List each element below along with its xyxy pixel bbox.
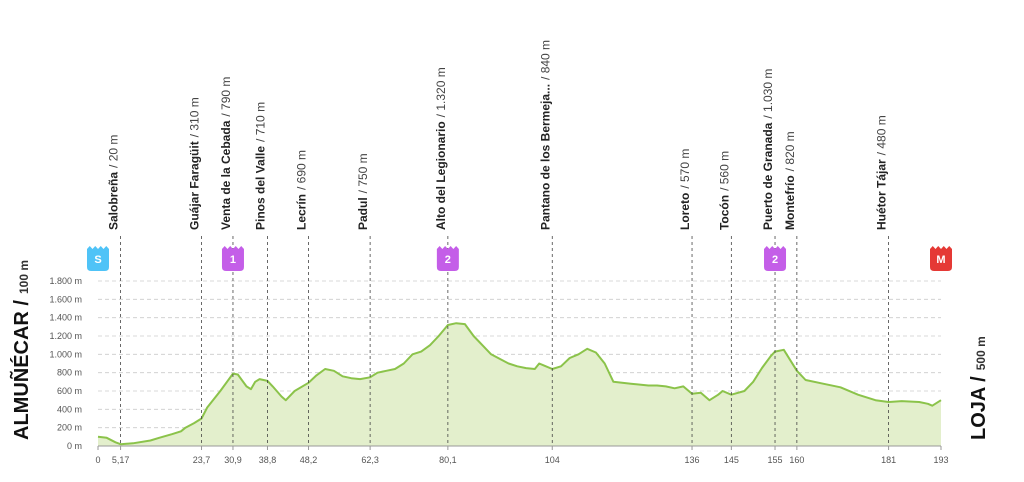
x-tick-label: 62,3	[361, 455, 379, 465]
x-tick-label: 5,17	[112, 455, 130, 465]
profile-area	[98, 323, 941, 446]
x-tick-label: 23,7	[193, 455, 211, 465]
y-tick-label: 1.000 m	[49, 349, 82, 359]
y-tick-label: 800 m	[57, 368, 82, 378]
finish-elevation: 500 m	[974, 336, 988, 370]
waypoint-label: Padul / 750 m	[356, 153, 370, 230]
waypoint-label: Alto del Legionario / 1.320 m	[434, 67, 448, 230]
stage-marker	[930, 246, 952, 271]
waypoint-label: Loreto / 570 m	[678, 149, 692, 230]
waypoint-name: Alto del Legionario	[434, 121, 448, 230]
finish-label: LOJA / 500 m	[968, 336, 990, 440]
waypoint-label: Huétor Tájar / 480 m	[875, 115, 889, 230]
x-tick-label: 30,9	[224, 455, 242, 465]
waypoint-elevation: / 840 m	[538, 40, 552, 80]
waypoint-name: Salobreña	[107, 172, 121, 230]
y-tick-label: 600 m	[57, 386, 82, 396]
x-tick-label: 155	[768, 455, 783, 465]
x-tick-label: 145	[724, 455, 739, 465]
waypoint-label: Montefrío / 820 m	[783, 131, 797, 230]
x-tick-label: 160	[789, 455, 804, 465]
waypoint-elevation: / 570 m	[678, 149, 692, 189]
waypoint-name: Huétor Tájar	[875, 159, 889, 230]
y-tick-label: 1.800 m	[49, 276, 82, 286]
waypoint-label: Salobreña / 20 m	[107, 135, 121, 230]
waypoint-elevation: / 790 m	[219, 77, 233, 117]
stage-marker	[764, 246, 787, 271]
waypoint-elevation: / 710 m	[253, 102, 267, 142]
stage-marker-label: 2	[445, 254, 451, 266]
waypoint-elevation: / 20 m	[107, 135, 121, 168]
waypoint-label: Puerto de Granada / 1.030 m	[761, 69, 775, 230]
waypoint-name: Lecrín	[295, 194, 309, 230]
waypoint-label: Pinos del Valle / 710 m	[253, 102, 267, 230]
y-tick-label: 1.200 m	[49, 331, 82, 341]
waypoint-name: Pinos del Valle	[253, 146, 267, 230]
stage-marker	[436, 246, 459, 271]
start-label: ALMUÑÉCAR / 100 m	[10, 260, 33, 440]
waypoint-name: Loreto	[678, 193, 692, 230]
waypoint-name: Guájar Faragüit	[188, 141, 202, 230]
x-tick-label: 136	[685, 455, 700, 465]
waypoint-label: Pantano de los Bermeja... / 840 m	[538, 40, 552, 230]
waypoint-label: Lecrín / 690 m	[295, 150, 309, 230]
waypoint-label: Guájar Faragüit / 310 m	[188, 97, 202, 230]
waypoint-label: Tocón / 560 m	[717, 151, 731, 230]
stage-marker-label: 2	[772, 254, 778, 266]
y-tick-label: 1.400 m	[49, 313, 82, 323]
start-name: ALMUÑÉCAR /	[10, 300, 33, 440]
x-tick-label: 0	[95, 455, 100, 465]
waypoint-elevation: / 480 m	[875, 115, 889, 155]
waypoint-name: Tocón	[717, 195, 731, 230]
y-tick-label: 0 m	[67, 441, 82, 451]
waypoint-name: Padul	[356, 197, 370, 230]
x-tick-label: 181	[881, 455, 896, 465]
waypoint-name: Puerto de Granada	[761, 122, 775, 230]
stage-marker-label: S	[94, 254, 101, 266]
x-tick-label: 38,8	[259, 455, 277, 465]
waypoint-elevation: / 1.030 m	[761, 69, 775, 119]
waypoint-label: Venta de la Cebada / 790 m	[219, 77, 233, 230]
start-elevation: 100 m	[17, 260, 31, 294]
waypoint-elevation: / 310 m	[188, 97, 202, 137]
waypoint-elevation: / 820 m	[783, 131, 797, 171]
stage-marker	[221, 246, 244, 271]
waypoint-elevation: / 750 m	[356, 153, 370, 193]
waypoint-name: Venta de la Cebada	[219, 120, 233, 230]
y-tick-label: 1.600 m	[49, 294, 82, 304]
waypoint-name: Montefrío	[783, 175, 797, 230]
waypoint-elevation: / 1.320 m	[434, 67, 448, 117]
profile-line	[97, 322, 942, 446]
y-tick-label: 200 m	[57, 423, 82, 433]
waypoint-name: Pantano de los Bermeja...	[538, 84, 552, 230]
x-tick-label: 104	[545, 455, 560, 465]
waypoint-elevation: / 690 m	[295, 150, 309, 190]
stage-marker-label: 1	[230, 254, 236, 266]
y-tick-label: 400 m	[57, 404, 82, 414]
stage-marker	[87, 246, 109, 271]
x-tick-label: 80,1	[439, 455, 457, 465]
finish-name: LOJA /	[968, 376, 990, 440]
waypoint-elevation: / 560 m	[717, 151, 731, 191]
stage-marker-label: M	[936, 254, 945, 266]
x-tick-label: 48,2	[300, 455, 318, 465]
x-tick-label: 193	[933, 455, 948, 465]
